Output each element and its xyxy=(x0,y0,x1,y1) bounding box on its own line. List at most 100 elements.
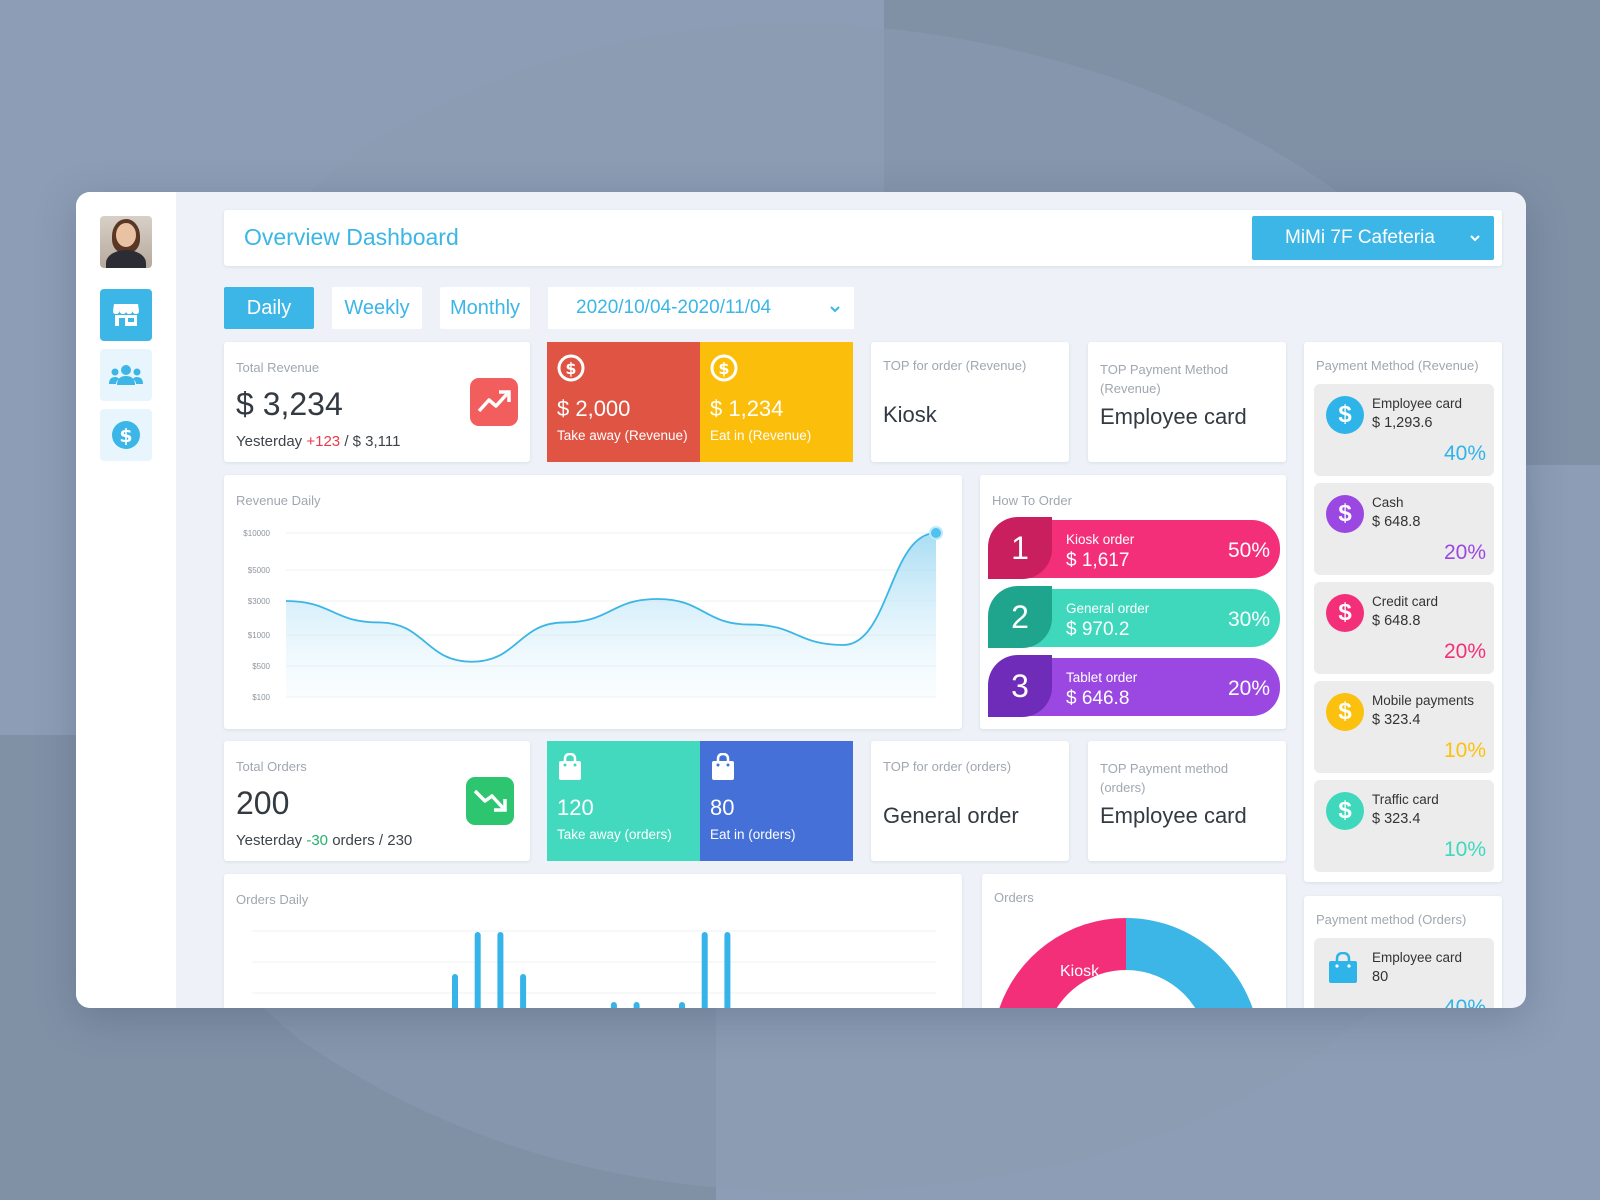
orders-delta: -30 xyxy=(306,832,329,849)
orders-daily-card: Orders Daily xyxy=(224,874,962,1008)
total-orders-card: Total Orders 200 Yesterday -30 orders / … xyxy=(224,741,530,861)
payment-revenue-item[interactable]: $ Cash $ 648.8 20% xyxy=(1314,483,1494,575)
orders-bar[interactable] xyxy=(679,1002,685,1008)
take-away-revenue-tile: $ $ 2,000 Take away (Revenue) xyxy=(547,342,700,462)
orders-bar[interactable] xyxy=(724,932,731,1008)
take-away-orders-label: Take away (orders) xyxy=(557,827,672,842)
orders-daily-title: Orders Daily xyxy=(236,892,309,907)
orders-bar[interactable] xyxy=(610,1002,617,1008)
dollar-icon: $ xyxy=(1326,792,1364,830)
y-tick-label: $1000 xyxy=(248,631,271,640)
tab-weekly[interactable]: Weekly xyxy=(332,287,422,329)
how-to-order-item[interactable]: 1 Kiosk order $ 1,617 50% xyxy=(988,517,1280,579)
top-payment-revenue-label: TOP Payment Method (Revenue) xyxy=(1100,362,1229,396)
payment-revenue-amount: $ 323.4 xyxy=(1372,712,1421,728)
how-to-order-percent: 20% xyxy=(1227,677,1270,700)
how-to-order-title: How To Order xyxy=(992,493,1072,508)
payment-revenue-name: Cash xyxy=(1372,495,1404,510)
dollar-icon: $ xyxy=(1326,396,1364,434)
top-order-revenue-label: TOP for order (Revenue) xyxy=(883,358,1027,373)
orders-bar[interactable] xyxy=(497,932,504,1008)
payment-revenue-amount: $ 1,293.6 xyxy=(1372,415,1433,431)
how-to-order-bar xyxy=(1018,658,1280,716)
eat-in-revenue-tile: $ $ 1,234 Eat in (Revenue) xyxy=(700,342,853,462)
payment-revenue-name: Employee card xyxy=(1372,396,1463,411)
payment-revenue-percent: 20% xyxy=(1443,541,1486,564)
donut-slice[interactable] xyxy=(999,918,1126,1008)
store-nav-button[interactable] xyxy=(100,289,152,341)
donut-slice[interactable] xyxy=(1126,918,1260,1008)
tab-monthly[interactable]: Monthly xyxy=(440,287,530,329)
donut-kiosk-label: Kiosk xyxy=(1060,963,1100,980)
y-tick-label: $10000 xyxy=(243,529,270,538)
payment-method-revenue-title: Payment Method (Revenue) xyxy=(1316,358,1479,373)
dollar-icon: $ xyxy=(1326,495,1364,533)
venue-select[interactable]: MiMi 7F Cafeteria xyxy=(1252,216,1494,260)
how-to-order-label: General order xyxy=(1066,601,1150,616)
dollar-icon: $ xyxy=(710,354,738,382)
payment-revenue-percent: 20% xyxy=(1443,640,1486,663)
how-to-order-bar xyxy=(1018,520,1280,578)
top-order-orders-value: General order xyxy=(883,803,1019,828)
top-payment-orders-label: TOP Payment method (orders) xyxy=(1100,761,1229,795)
trend-up-icon xyxy=(470,378,518,426)
date-range-label: 2020/10/04-2020/11/04 xyxy=(576,297,772,318)
sidebar: $ xyxy=(76,192,176,1008)
avatar[interactable] xyxy=(100,216,152,268)
payment-revenue-amount: $ 648.8 xyxy=(1372,613,1421,629)
payment-revenue-name: Traffic card xyxy=(1372,792,1439,807)
how-to-order-item[interactable]: 3 Tablet order $ 646.8 20% xyxy=(988,655,1280,717)
orders-bar[interactable] xyxy=(633,1002,640,1008)
shopping-bag-icon xyxy=(559,753,581,780)
payment-orders-percent: 40% xyxy=(1443,996,1486,1008)
payment-method-orders-title: Payment method (Orders) xyxy=(1316,912,1467,927)
date-range-select[interactable]: 2020/10/04-2020/11/04 xyxy=(548,287,854,329)
top-order-revenue-card: TOP for order (Revenue) Kiosk xyxy=(871,342,1069,462)
revenue-daily-chart: $10000 $5000 $3000 $1000 $500 $100 xyxy=(243,526,943,702)
revenue-last-point[interactable] xyxy=(929,526,943,540)
chevron-down-icon xyxy=(1470,235,1480,242)
payment-revenue-name: Mobile payments xyxy=(1372,693,1475,708)
how-to-order-amount: $ 970.2 xyxy=(1066,619,1130,640)
users-nav-button[interactable] xyxy=(100,349,152,401)
take-away-orders-value: 120 xyxy=(557,795,594,820)
y-tick-label: $100 xyxy=(252,693,270,702)
how-to-order-percent: 30% xyxy=(1227,608,1270,631)
eat-in-revenue-value: $ 1,234 xyxy=(710,396,784,421)
dashboard-window: $ Overview Dashboard MiMi 7F Cafeteria D… xyxy=(76,192,1526,1008)
how-to-order-label: Tablet order xyxy=(1066,670,1138,685)
orders-bar[interactable] xyxy=(701,932,708,1008)
revenue-delta: +123 xyxy=(306,433,341,450)
trend-down-icon xyxy=(466,777,514,825)
payment-orders-amount: 80 xyxy=(1372,969,1389,985)
top-order-orders-card: TOP for order (orders) General order xyxy=(871,741,1069,861)
payment-revenue-item[interactable]: $ Traffic card $ 323.4 10% xyxy=(1314,780,1494,872)
revenue-line xyxy=(285,532,937,663)
top-payment-revenue-card: TOP Payment Method (Revenue) Employee ca… xyxy=(1088,342,1286,462)
how-to-order-item[interactable]: 2 General order $ 970.2 30% xyxy=(988,586,1280,648)
revenue-area xyxy=(286,533,936,697)
shopping-bag-icon xyxy=(712,753,734,780)
users-icon xyxy=(109,365,143,385)
orders-bar[interactable] xyxy=(452,974,458,1008)
payment-revenue-percent: 40% xyxy=(1443,442,1486,465)
take-away-revenue-value: $ 2,000 xyxy=(557,396,631,421)
revenue-nav-button[interactable]: $ xyxy=(100,409,152,461)
payment-method-revenue-card: Payment Method (Revenue) $ Employee card $… xyxy=(1304,342,1502,882)
how-to-order-amount: $ 646.8 xyxy=(1066,688,1130,709)
payment-revenue-item[interactable]: $ Employee card $ 1,293.6 40% xyxy=(1314,384,1494,476)
eat-in-orders-value: 80 xyxy=(710,795,735,820)
payment-revenue-item[interactable]: $ Mobile payments $ 323.4 10% xyxy=(1314,681,1494,773)
top-order-revenue-value: Kiosk xyxy=(883,402,937,427)
take-away-orders-tile: 120 Take away (orders) xyxy=(547,741,700,861)
tab-daily[interactable]: Daily xyxy=(224,287,314,329)
payment-orders-item[interactable]: Employee card 80 40% xyxy=(1314,938,1494,1008)
orders-bar[interactable] xyxy=(474,932,481,1008)
orders-bar[interactable] xyxy=(520,974,527,1008)
revenue-yesterday: Yesterday +123 / $ 3,111 xyxy=(236,433,401,450)
payment-revenue-item[interactable]: $ Credit card $ 648.8 20% xyxy=(1314,582,1494,674)
header-bar: Overview Dashboard MiMi 7F Cafeteria xyxy=(224,210,1502,266)
payment-method-orders-card: Payment method (Orders) Employee card 80… xyxy=(1304,896,1502,1008)
payment-revenue-name: Credit card xyxy=(1372,594,1439,609)
y-tick-label: $5000 xyxy=(248,566,271,575)
